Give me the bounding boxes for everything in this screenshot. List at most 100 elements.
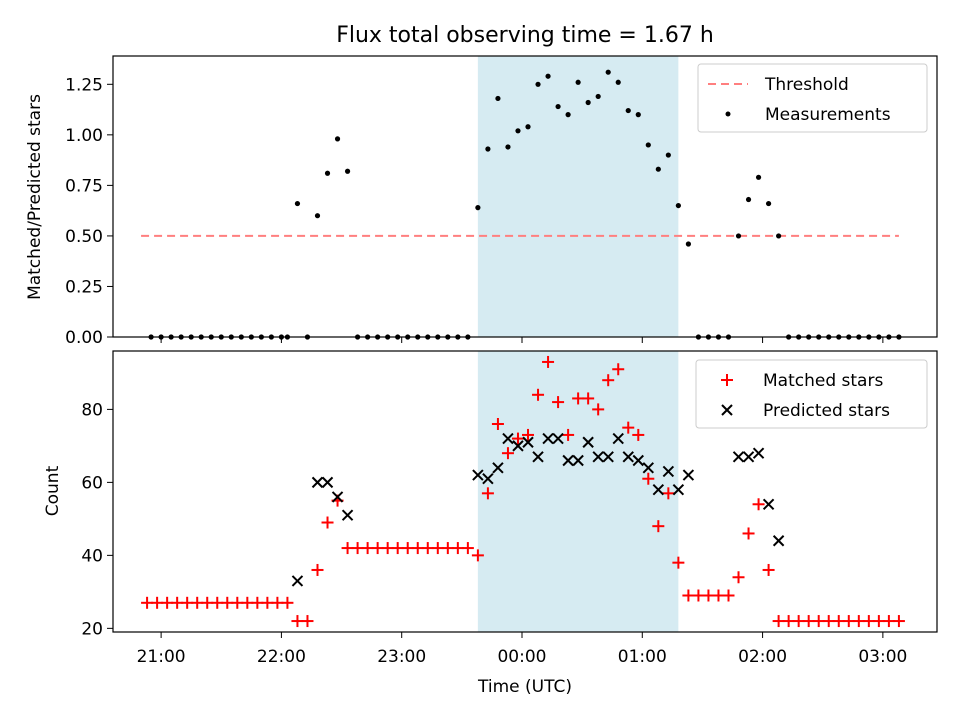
matched-point (411, 542, 424, 555)
predicted-point-b (472, 469, 484, 481)
matched-point (772, 615, 785, 628)
legend-matched-marker (721, 374, 733, 386)
matched-point (792, 615, 805, 628)
y-tick-label: 80 (81, 400, 103, 420)
predicted-point-b (482, 473, 494, 485)
matched-point (401, 542, 414, 555)
matched-point (562, 428, 575, 441)
bottom-panel: 20 40 60 80 21:00 22:00 23:00 00:00 01:00 02:00 0… (43, 350, 938, 697)
matched-point (371, 542, 384, 555)
predicted-point-b (682, 469, 695, 481)
predicted-point-b (672, 483, 685, 496)
x-tick-label: 00:00 (497, 647, 546, 667)
matched-point (501, 447, 514, 460)
predicted-point (752, 447, 765, 459)
predicted-point (632, 454, 644, 467)
predicted-point (321, 476, 334, 489)
measurement-point (565, 112, 571, 118)
top-legend-box (697, 63, 928, 133)
predicted-point-b (532, 451, 544, 463)
matched-point (672, 556, 685, 569)
top-shaded-region (477, 56, 679, 337)
predicted-point (331, 491, 344, 503)
x-tick-label: 22:00 (257, 647, 306, 667)
measurement-point (555, 103, 561, 110)
matched-point (622, 421, 635, 434)
matched-point (632, 428, 645, 441)
y-tick-label: 0.25 (65, 277, 103, 297)
predicted-point-b (341, 509, 354, 521)
predicted-point (662, 465, 675, 478)
matched-point (692, 589, 705, 602)
predicted-point-b (642, 462, 655, 474)
x-tick-label: 01:00 (618, 647, 667, 667)
predicted-point (562, 454, 574, 467)
matched-point (612, 363, 625, 376)
measurement-point (665, 152, 671, 158)
measurement-point (495, 95, 501, 102)
bottom-ylabel: Count (43, 465, 63, 516)
predicted-point (311, 476, 324, 489)
predicted-point-b (772, 535, 785, 547)
predicted-point (762, 498, 775, 510)
matched-point (812, 615, 825, 628)
predicted-point (512, 440, 524, 452)
matched-point (301, 615, 314, 628)
matched-point (341, 542, 354, 555)
matched-point (832, 615, 845, 628)
predicted-point-b (602, 451, 614, 463)
bottom-marks (141, 355, 905, 628)
matched-point (782, 615, 795, 628)
matched-point (682, 589, 695, 602)
matched-point (481, 487, 494, 500)
matched-point (491, 417, 504, 430)
predicted-point-b (622, 451, 634, 463)
measurement-point (525, 124, 531, 130)
predicted-point (622, 451, 634, 463)
measurement-point (324, 170, 331, 176)
matched-point (552, 396, 565, 409)
matched-point (572, 392, 585, 405)
predicted-point-b (632, 454, 644, 467)
matched-point (321, 516, 334, 529)
matched-point (822, 615, 835, 628)
predicted-point-b (331, 491, 344, 503)
legend-threshold-label: Threshold (764, 75, 849, 95)
predicted-point (492, 462, 504, 474)
predicted-point-b (492, 462, 504, 474)
predicted-point (772, 535, 785, 547)
legend-matched-label: Matched stars (763, 371, 883, 391)
measurement-point (745, 196, 752, 203)
matched-point (872, 615, 885, 628)
predicted-point-b (762, 498, 775, 510)
y-tick-label: 20 (81, 619, 103, 639)
top-legend: Threshold Measurements (697, 63, 928, 133)
predicted-point-b (582, 436, 594, 448)
measurement-point (655, 166, 661, 172)
matched-point (141, 596, 154, 609)
x-tick-label: 02:00 (738, 647, 787, 667)
measurement-point (314, 213, 321, 219)
matched-point (522, 428, 535, 441)
matched-point (201, 596, 214, 609)
matched-point (802, 615, 815, 628)
matched-point (181, 596, 194, 609)
matched-point (271, 596, 284, 609)
x-tick-label: 23:00 (377, 647, 426, 667)
matched-point (752, 498, 765, 511)
matched-point (291, 615, 304, 628)
matched-point (441, 542, 454, 555)
predicted-point-b (502, 432, 514, 445)
predicted-point (552, 432, 564, 445)
predicted-point (742, 451, 755, 463)
y-tick-label: 0.50 (65, 227, 103, 247)
matched-point (732, 571, 745, 584)
y-tick-label: 1.00 (65, 126, 103, 146)
matched-point (762, 563, 775, 576)
legend-predicted-label: Predicted stars (763, 401, 890, 421)
matched-point (261, 596, 274, 609)
predicted-point (602, 451, 614, 463)
matched-point (431, 542, 444, 555)
matched-point (191, 596, 204, 609)
predicted-point-b (552, 432, 564, 445)
